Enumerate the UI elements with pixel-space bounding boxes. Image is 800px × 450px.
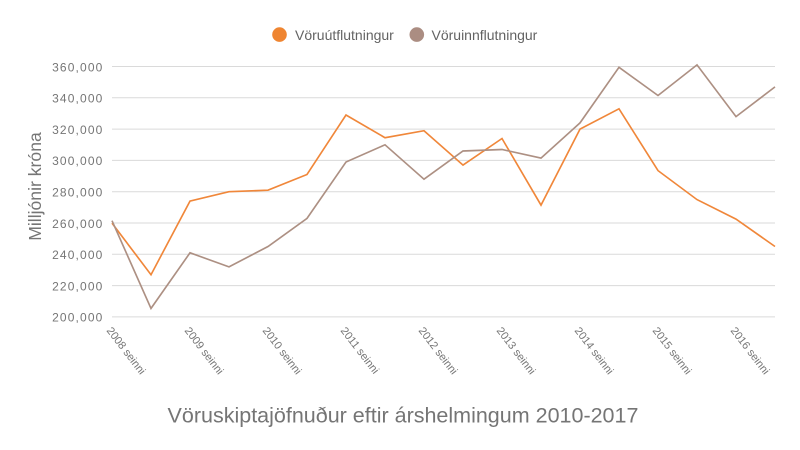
svg-text:Vöruinnflutningur: Vöruinnflutningur [432, 27, 538, 43]
svg-text:360,000: 360,000 [52, 60, 103, 74]
svg-text:320,000: 320,000 [52, 123, 103, 137]
svg-text:240,000: 240,000 [52, 248, 103, 262]
svg-text:260,000: 260,000 [52, 217, 103, 231]
svg-text:Vöruskiptajöfnuður eftir árshe: Vöruskiptajöfnuður eftir árshelmingum 20… [168, 404, 639, 428]
svg-text:220,000: 220,000 [52, 279, 103, 293]
svg-text:Milljónir króna: Milljónir króna [25, 132, 45, 241]
svg-text:280,000: 280,000 [52, 186, 103, 200]
svg-text:300,000: 300,000 [52, 154, 103, 168]
svg-text:Vöruútflutningur: Vöruútflutningur [295, 27, 394, 43]
svg-text:340,000: 340,000 [52, 92, 103, 106]
svg-text:200,000: 200,000 [52, 311, 103, 325]
